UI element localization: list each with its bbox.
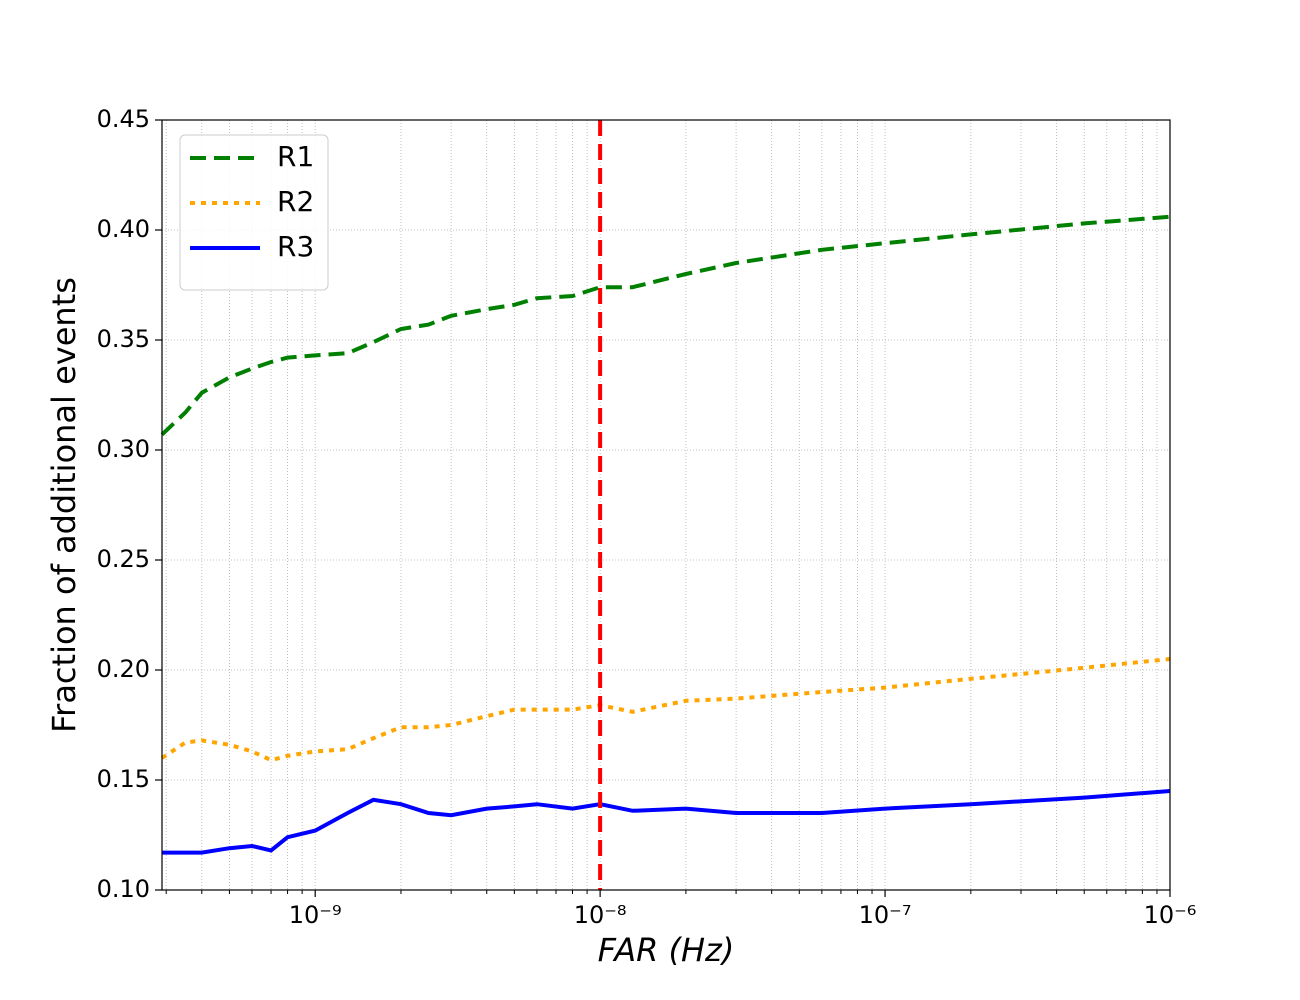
x-tick-label: 10⁻⁷ [859,901,912,929]
legend-label: R3 [277,230,314,263]
x-tick-label: 10⁻⁹ [289,901,342,929]
y-tick-label: 0.20 [97,655,150,683]
x-tick-label: 10⁻⁸ [574,901,627,929]
y-tick-label: 0.25 [97,545,150,573]
series-line [160,657,1171,763]
y-tick-label: 0.35 [97,325,150,353]
y-tick-label: 0.45 [97,105,150,133]
legend-label: R2 [277,185,314,218]
x-axis-label: FAR (Hz) [598,931,735,969]
y-axis-label: Fraction of additional events [45,277,83,733]
series-line [162,789,1171,855]
plot-frame [161,119,1171,891]
y-tick-label: 0.30 [97,435,150,463]
series-line [160,214,1171,437]
y-tick-label: 0.15 [97,765,150,793]
legend-box [179,134,329,291]
legend-label: R1 [277,140,314,173]
y-tick-label: 0.40 [97,215,150,243]
x-tick-label: 10⁻⁶ [1144,901,1197,929]
y-tick-label: 0.10 [97,875,150,903]
